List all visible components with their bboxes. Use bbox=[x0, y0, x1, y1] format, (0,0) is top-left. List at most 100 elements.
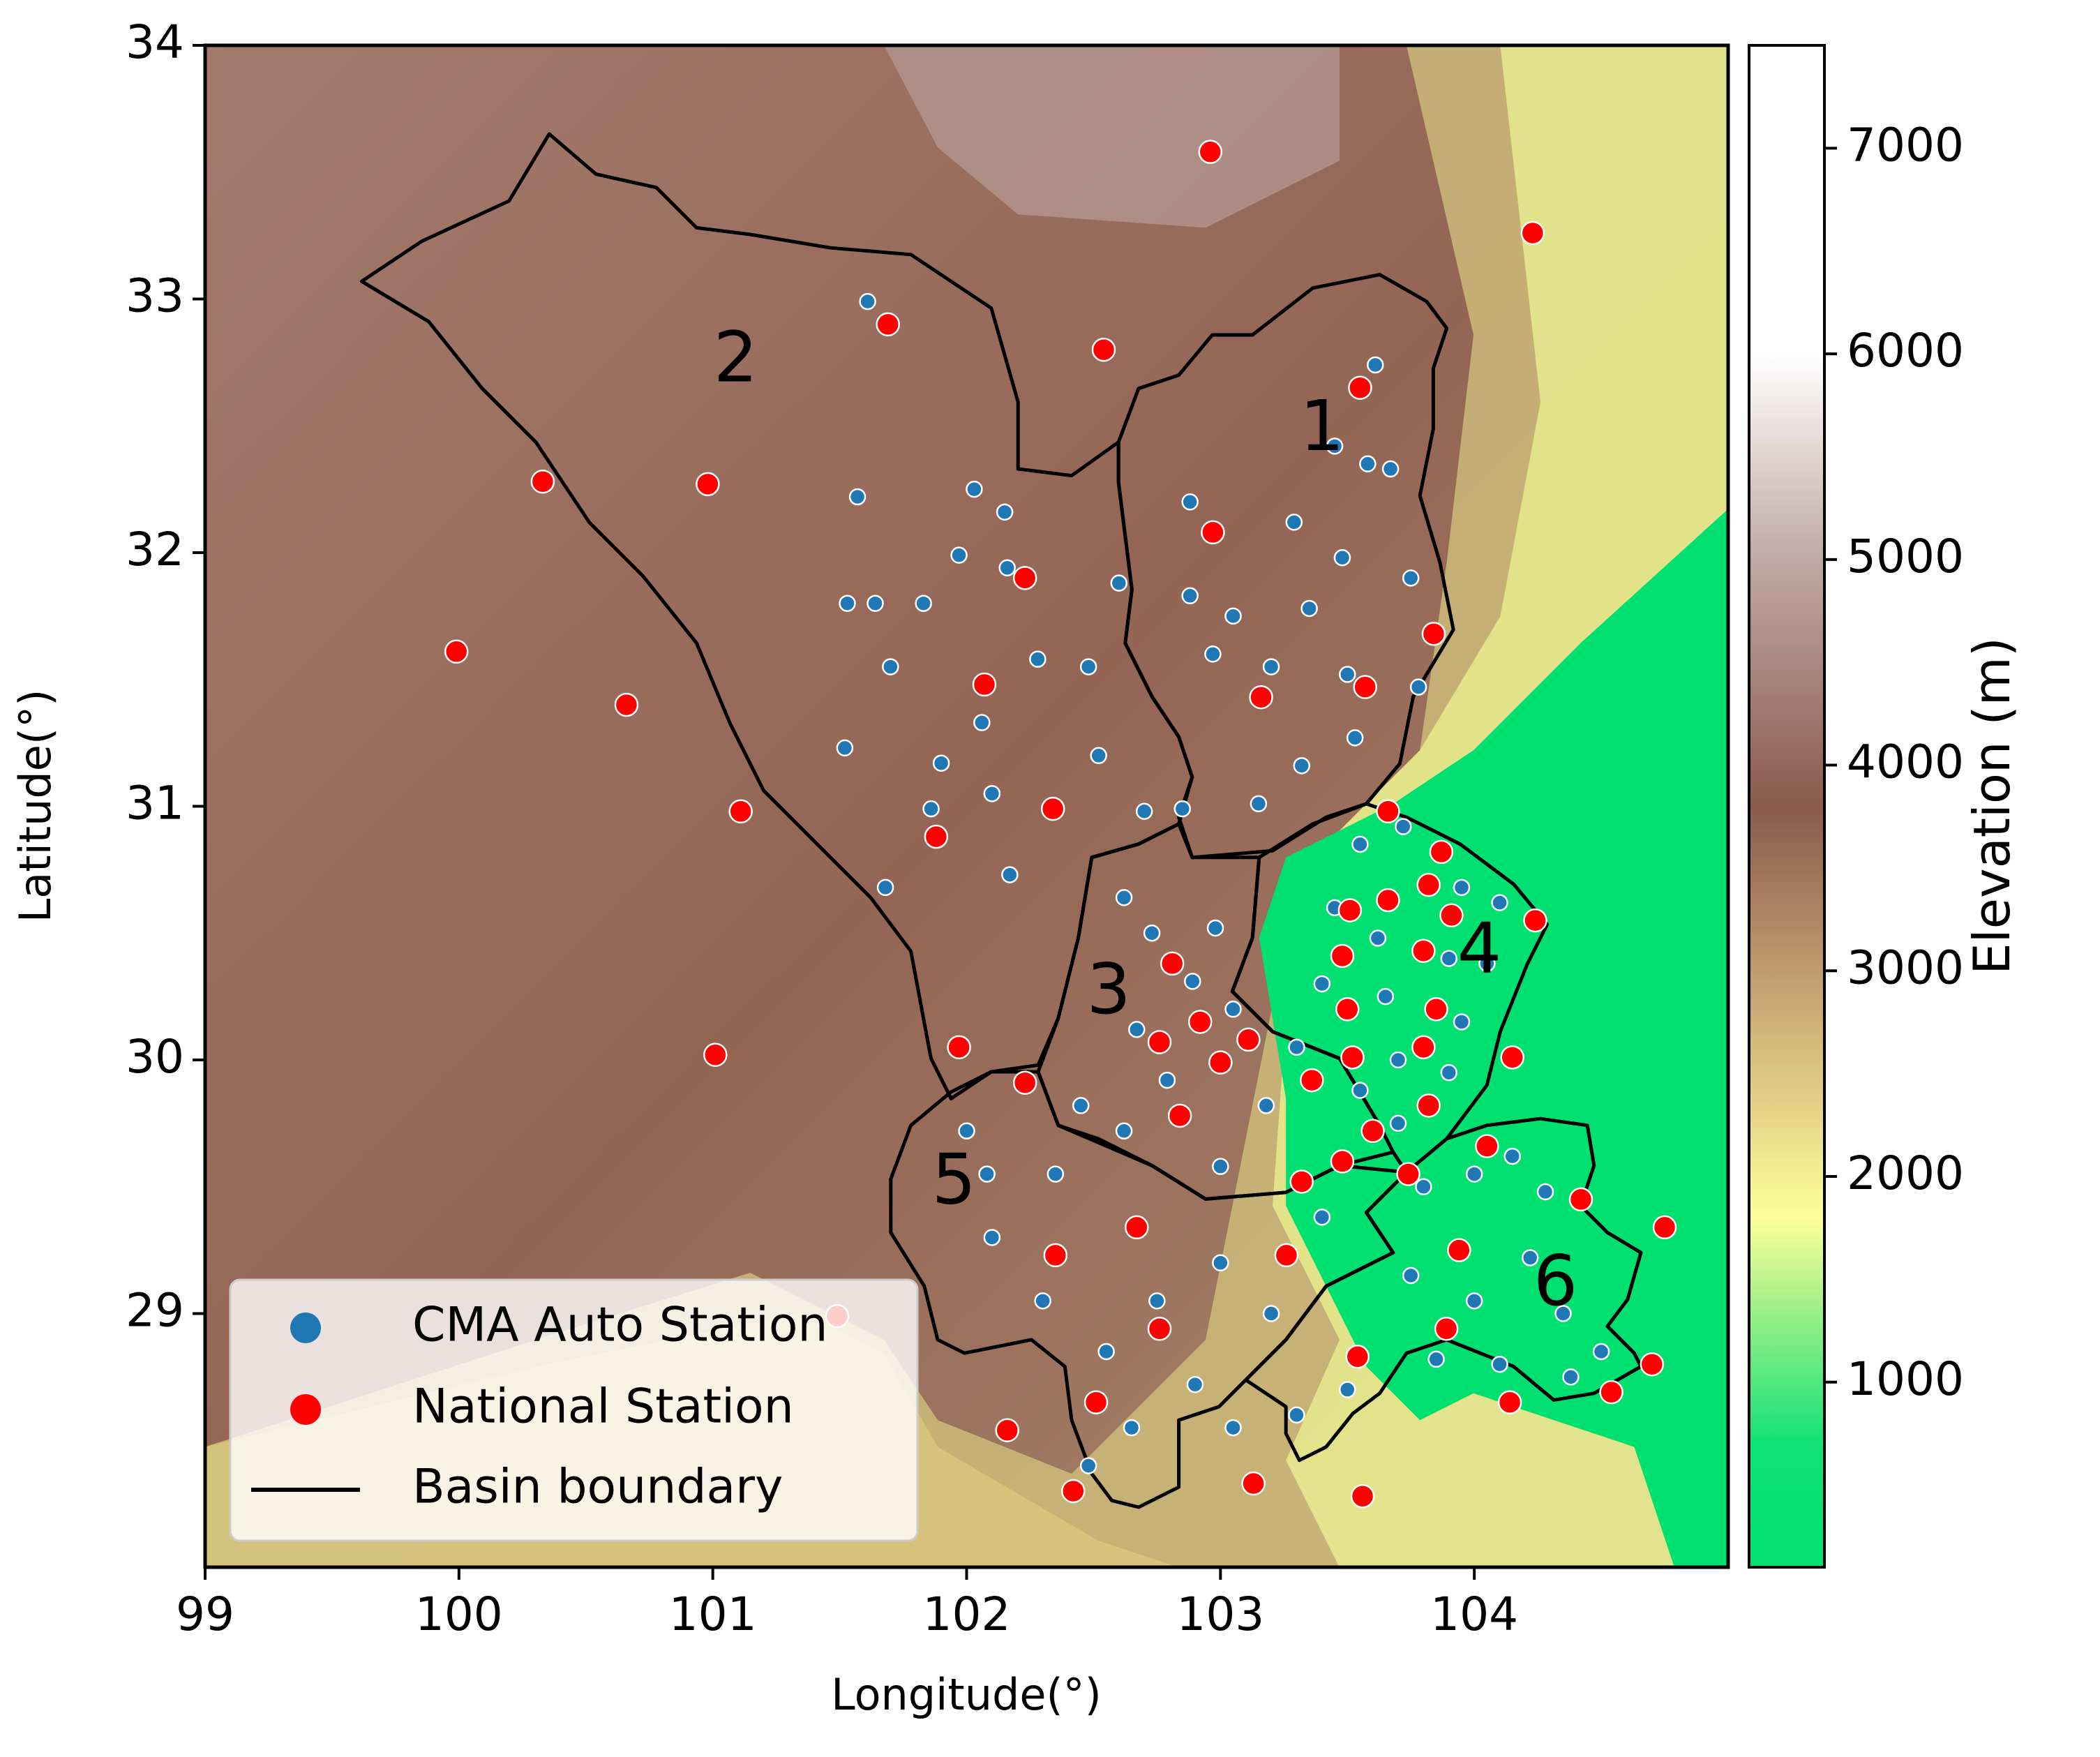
station-point bbox=[1040, 796, 1065, 821]
station-point bbox=[1395, 818, 1412, 835]
station-point bbox=[995, 1418, 1019, 1442]
station-point bbox=[1520, 220, 1545, 246]
station-point bbox=[1143, 925, 1161, 942]
station-point bbox=[1115, 889, 1133, 906]
station-point bbox=[1369, 929, 1387, 947]
station-point bbox=[1147, 1317, 1172, 1341]
station-point bbox=[1293, 757, 1311, 775]
station-point bbox=[1148, 1292, 1166, 1310]
station-point bbox=[1360, 1119, 1385, 1144]
station-point bbox=[1090, 747, 1107, 765]
y-tick-label: 31 bbox=[126, 777, 184, 830]
station-point bbox=[848, 488, 867, 506]
colorbar-fill bbox=[1748, 44, 1826, 1569]
station-point bbox=[1359, 455, 1377, 473]
station-point bbox=[1599, 1380, 1623, 1405]
station-point bbox=[1497, 1390, 1522, 1414]
station-point bbox=[1429, 839, 1454, 865]
station-point bbox=[1135, 802, 1153, 821]
x-tick-label: 103 bbox=[1176, 1587, 1264, 1641]
stations bbox=[444, 140, 1677, 1509]
station-point bbox=[1257, 1097, 1275, 1114]
basin-number: 6 bbox=[1533, 1240, 1578, 1322]
station-point bbox=[1350, 1483, 1375, 1509]
station-point bbox=[1212, 1158, 1229, 1175]
station-point bbox=[966, 480, 983, 498]
station-point bbox=[1326, 438, 1344, 455]
station-point bbox=[1381, 460, 1400, 478]
x-axis-label: Longitude(°) bbox=[831, 1669, 1102, 1720]
station-point bbox=[1167, 1103, 1192, 1128]
station-point bbox=[1079, 1457, 1097, 1474]
station-point bbox=[1500, 1045, 1524, 1070]
station-point bbox=[1241, 1471, 1266, 1496]
station-point bbox=[1300, 1068, 1324, 1093]
station-point bbox=[915, 595, 932, 612]
basin-number: 2 bbox=[714, 317, 758, 398]
station-point bbox=[1061, 1479, 1086, 1504]
legend-marker bbox=[290, 1394, 321, 1425]
station-point bbox=[1181, 493, 1199, 511]
y-tick-label: 32 bbox=[126, 523, 184, 576]
station-point bbox=[1288, 1038, 1305, 1056]
station-point bbox=[983, 1229, 1001, 1246]
station-point bbox=[1640, 1352, 1665, 1377]
station-point bbox=[1377, 987, 1395, 1005]
station-point bbox=[1160, 951, 1185, 976]
station-point bbox=[1402, 1266, 1420, 1285]
colorbar-tick-label: 1000 bbox=[1847, 1352, 1964, 1406]
station-point bbox=[1348, 375, 1372, 400]
station-point bbox=[1285, 514, 1303, 531]
station-point bbox=[978, 1165, 996, 1183]
station-point bbox=[1568, 1187, 1593, 1212]
terrain-highland bbox=[884, 45, 1340, 228]
y-tick-label: 34 bbox=[126, 15, 184, 69]
station-point bbox=[1416, 1093, 1441, 1118]
station-point bbox=[1439, 903, 1464, 928]
station-point bbox=[1389, 1114, 1407, 1132]
station-point bbox=[1224, 607, 1242, 625]
station-point bbox=[1592, 1343, 1610, 1361]
legend-marker bbox=[290, 1313, 321, 1343]
station-point bbox=[1201, 520, 1225, 545]
station-point bbox=[703, 1042, 728, 1067]
station-point bbox=[1029, 650, 1047, 668]
station-point bbox=[1224, 1419, 1242, 1437]
station-point bbox=[1346, 729, 1364, 747]
x-tick-label: 99 bbox=[176, 1587, 234, 1641]
station-point bbox=[1288, 1406, 1305, 1424]
legend-label: CMA Auto Station bbox=[412, 1298, 828, 1353]
station-point bbox=[1115, 1122, 1133, 1140]
station-point bbox=[1047, 1165, 1065, 1183]
station-point bbox=[1562, 1368, 1580, 1386]
station-point bbox=[1389, 1051, 1407, 1069]
station-point bbox=[1173, 800, 1192, 818]
colorbar: 1000 2000 3000 4000 5000 6000 7000 bbox=[1748, 44, 1964, 1569]
station-point bbox=[1274, 1243, 1299, 1268]
legend-label: National Station bbox=[412, 1380, 794, 1435]
station-point bbox=[1376, 888, 1400, 913]
colorbar-tick-label: 6000 bbox=[1847, 324, 1964, 377]
station-point bbox=[444, 639, 469, 664]
station-point bbox=[958, 1122, 975, 1140]
station-point bbox=[1091, 337, 1116, 362]
station-point bbox=[972, 672, 997, 697]
station-point bbox=[1367, 356, 1384, 374]
station-point bbox=[1491, 894, 1508, 911]
station-point bbox=[950, 546, 968, 564]
station-point bbox=[998, 559, 1016, 577]
station-point bbox=[1012, 566, 1037, 590]
station-point bbox=[1416, 872, 1441, 897]
annotations: 1 2 3 4 5 6 bbox=[714, 317, 1578, 1322]
station-point bbox=[1411, 939, 1436, 963]
station-point bbox=[1181, 587, 1199, 605]
station-point bbox=[1465, 1165, 1483, 1183]
legend-label: Basin boundary bbox=[412, 1460, 783, 1515]
station-point bbox=[1409, 678, 1427, 696]
station-point bbox=[1034, 1292, 1051, 1310]
station-point bbox=[1262, 1305, 1280, 1322]
station-point bbox=[1337, 898, 1363, 922]
station-point bbox=[1313, 975, 1331, 993]
station-point bbox=[1147, 1030, 1172, 1054]
